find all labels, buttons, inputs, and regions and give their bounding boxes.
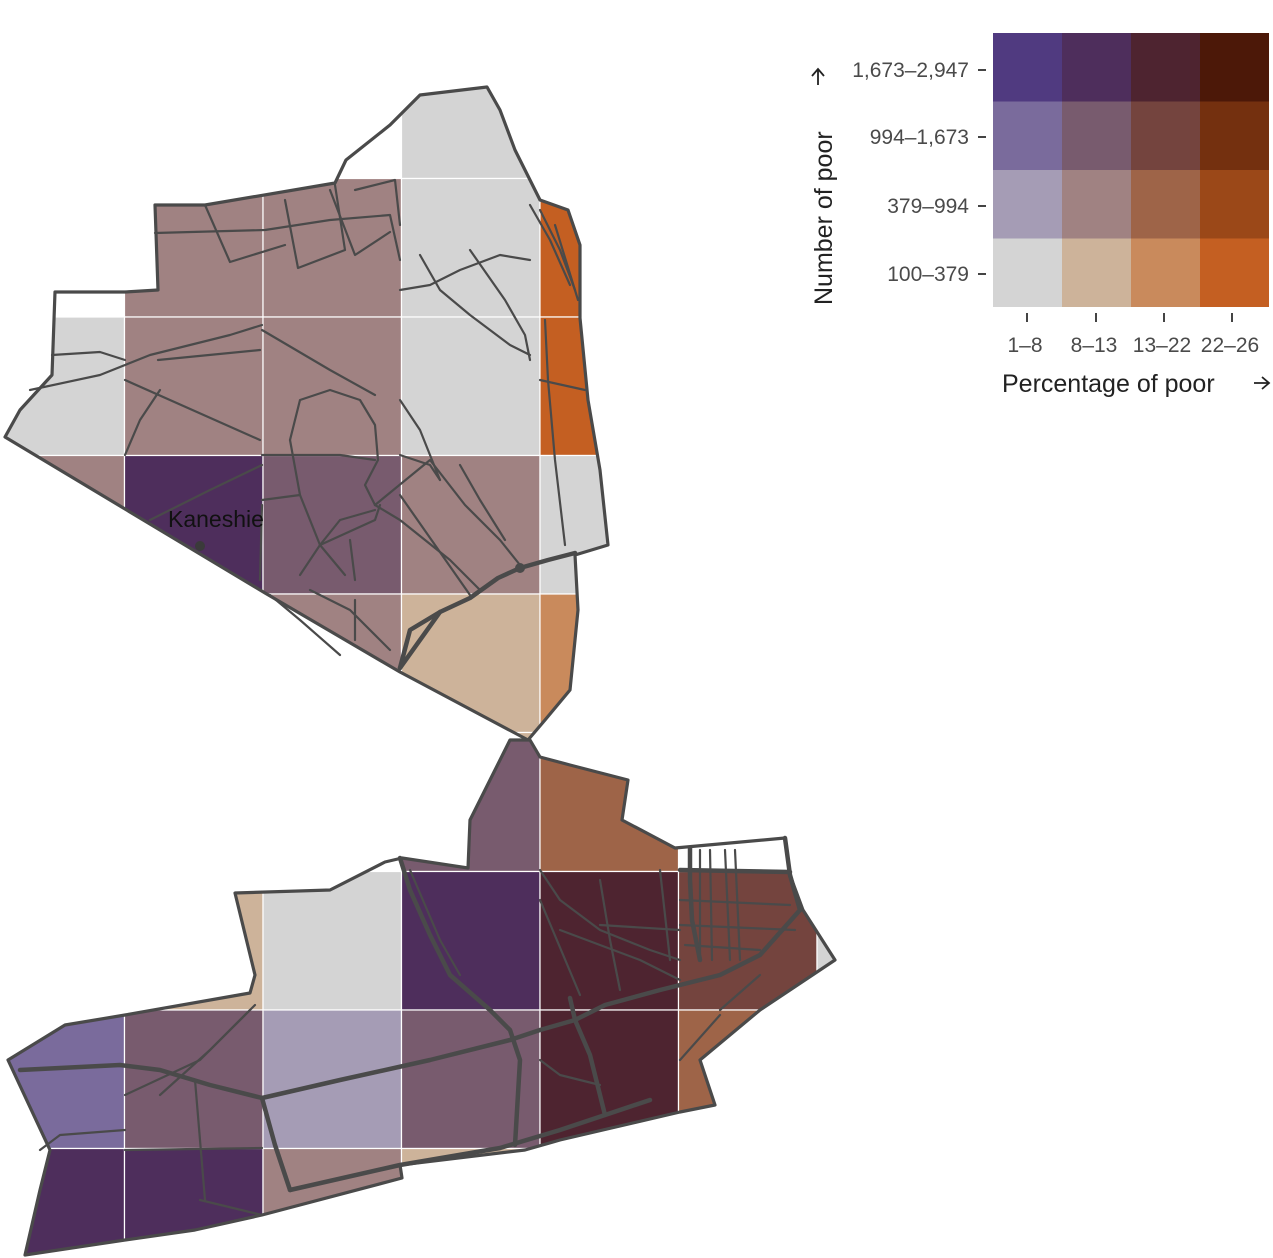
map-cell [123,316,264,457]
south-road-network [17,835,803,1217]
legend-color-swatch [1062,170,1131,239]
legend-y-tick-label: 379–994 [887,195,969,218]
junction-point-icon [515,563,525,573]
map-cell [400,593,541,734]
legend-color-swatch [1131,101,1200,170]
legend-cell-grid [993,33,1269,307]
map-cell [5,593,126,734]
south-district [6,738,837,1257]
map-cell [539,740,680,873]
legend-color-swatch [993,33,1062,102]
map-cell [123,731,264,740]
legend-color-swatch [993,170,1062,239]
map-cell [400,870,541,1011]
map-cell [400,454,541,595]
map-cell [123,1147,264,1255]
map-cell [816,870,835,1011]
map-cell [400,316,541,457]
map-cell [539,454,608,595]
legend-color-swatch [1131,170,1200,239]
map-cell [5,454,126,595]
x-axis-arrow-icon [1254,376,1271,390]
map-cell [400,1147,541,1255]
legend-color-swatch [1062,101,1131,170]
legend-color-swatch [1200,170,1269,239]
legend-x-tick-label: 8–13 [1071,334,1118,357]
legend-color-swatch [1131,238,1200,307]
kaneshie-marker: Kaneshie [168,506,264,551]
legend-color-swatch [1200,101,1269,170]
legend-x-ticks: 1–8 8–13 13–22 22–26 [1007,313,1259,357]
map-cell [539,177,608,318]
legend-y-tick-label: 100–379 [887,263,969,286]
map-cell [262,454,403,595]
legend-color-swatch [1062,33,1131,102]
map-cell [123,593,264,734]
legend-y-tick-label: 994–1,673 [870,126,969,149]
y-axis-arrow-icon [811,67,825,85]
legend-color-swatch [993,238,1062,307]
map-cell [262,177,403,318]
legend-x-tick-label: 1–8 [1007,334,1042,357]
legend-x-tick-label: 22–26 [1201,334,1259,357]
north-district-boundary [3,85,610,742]
legend-color-swatch [1062,238,1131,307]
kaneshie-label: Kaneshie [168,506,264,532]
map-cell [262,593,403,734]
legend-y-title: Number of poor [810,131,838,305]
legend-color-swatch [1200,238,1269,307]
map-cell [539,316,608,457]
south-cell-grid [8,740,835,1255]
kaneshie-point-icon [195,541,205,551]
map-cell [539,593,608,734]
legend-x-title: Percentage of poor [1002,370,1215,398]
legend-color-swatch [993,101,1062,170]
legend-color-swatch [1200,33,1269,102]
north-road-network [28,178,587,671]
map-cell [677,1009,818,1150]
south-district-boundary [6,738,837,1257]
map-cell [400,740,541,873]
legend-y-tick-label: 1,673–2,947 [852,59,969,82]
legend-y-ticks: 1,673–2,947 994–1,673 379–994 100–379 [852,59,986,286]
map-cell [262,731,403,740]
map-cell [262,1009,403,1150]
legend-color-swatch [1131,33,1200,102]
map-cell [262,316,403,457]
legend-x-tick-label: 13–22 [1133,334,1191,357]
bivariate-legend: 1,673–2,947 994–1,673 379–994 100–379 1–… [810,33,1271,398]
map-cell [5,316,126,457]
legend-y-title-group: Number of poor [810,131,838,305]
map-cell [400,177,541,318]
